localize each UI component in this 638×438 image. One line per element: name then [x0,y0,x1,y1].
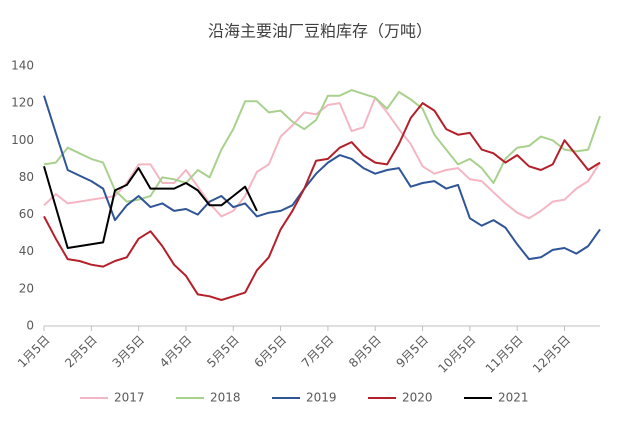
y-tick-label: 120 [11,96,34,110]
x-tick-label: 1月5日 [15,333,53,371]
x-tick-label: 2月5日 [62,333,100,371]
y-tick-label: 20 [19,281,34,295]
x-tick-label: 7月5日 [299,333,337,371]
y-tick-label: 60 [19,207,34,221]
x-tick-label: 4月5日 [157,333,195,371]
legend-label: 2019 [306,391,337,405]
legend-label: 2020 [402,391,433,405]
legend-label: 2017 [114,391,145,405]
legend-label: 2021 [498,391,529,405]
x-tick-label: 12月5日 [530,333,573,376]
series-line [43,96,601,220]
x-tick-label: 10月5日 [435,333,478,376]
chart-title: 沿海主要油厂豆粕库存（万吨） [208,22,432,41]
legend-label: 2018 [210,391,241,405]
y-tick-label: 0 [26,319,34,333]
y-tick-label: 140 [11,59,34,73]
series-line [43,102,601,301]
x-tick-label: 11月5日 [483,333,526,376]
y-tick-label: 100 [11,133,34,147]
series-line [43,166,258,249]
series-line [43,89,601,203]
x-tick-label: 8月5日 [346,333,384,371]
x-tick-label: 9月5日 [393,333,431,371]
y-tick-label: 80 [19,170,34,184]
x-tick-label: 6月5日 [252,333,290,371]
x-tick-label: 5月5日 [204,333,242,371]
series-line [43,95,601,261]
y-tick-label: 40 [19,244,34,258]
x-tick-label: 3月5日 [110,333,148,371]
